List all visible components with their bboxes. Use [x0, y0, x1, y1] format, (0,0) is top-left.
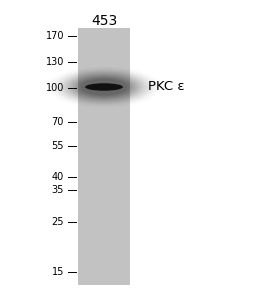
Bar	[78, 28, 130, 285]
Ellipse shape	[70, 75, 138, 99]
Text: 70: 70	[52, 117, 64, 127]
Text: 100: 100	[46, 82, 64, 93]
Text: 15: 15	[52, 267, 64, 277]
Ellipse shape	[75, 77, 132, 97]
Text: 55: 55	[52, 141, 64, 151]
Text: PKC ε: PKC ε	[148, 80, 185, 94]
Text: 453: 453	[91, 14, 117, 28]
Ellipse shape	[81, 79, 128, 95]
Ellipse shape	[85, 83, 123, 91]
Text: 25: 25	[52, 217, 64, 227]
Text: 35: 35	[52, 184, 64, 195]
Text: 130: 130	[46, 57, 64, 67]
Ellipse shape	[68, 74, 140, 100]
Text: 40: 40	[52, 172, 64, 182]
Ellipse shape	[78, 78, 130, 96]
Text: 170: 170	[46, 31, 64, 41]
Ellipse shape	[73, 76, 135, 98]
